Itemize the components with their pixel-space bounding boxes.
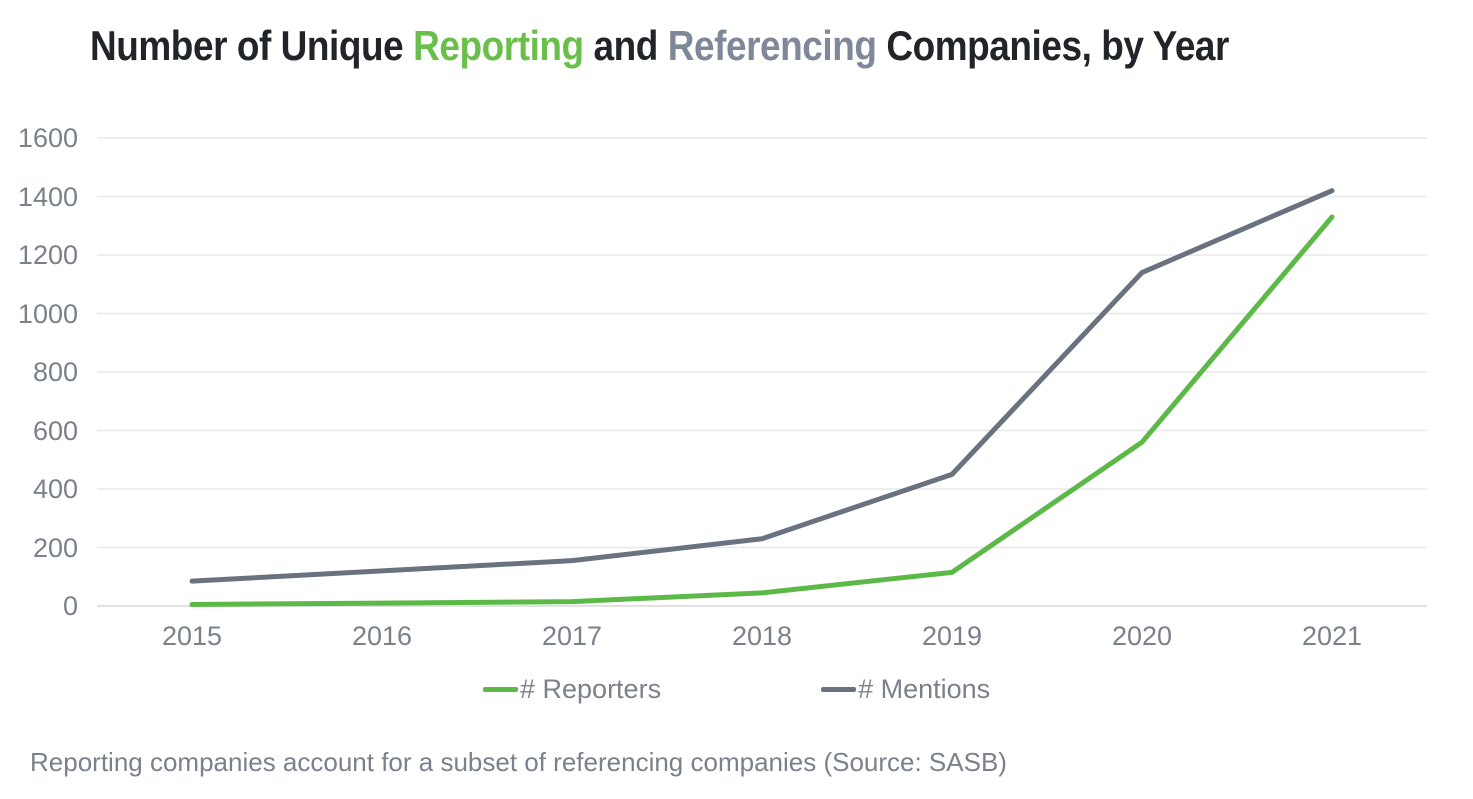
- series-line-mentions: [189, 188, 1335, 584]
- legend-label-mentions: # Mentions: [858, 674, 991, 704]
- x-tick-label: 2021: [1301, 621, 1363, 651]
- x-tick-label: 2016: [351, 621, 413, 651]
- x-tick-label: 2019: [921, 621, 983, 651]
- legend-item-mentions: # Mentions: [821, 674, 990, 705]
- legend: # Reporters # Mentions: [483, 674, 990, 705]
- y-tick-label: 1600: [17, 123, 78, 153]
- y-tick-label: 800: [32, 357, 78, 387]
- y-tick-label: 400: [32, 474, 78, 504]
- title-segment-3: Companies, by Year: [876, 22, 1229, 69]
- footnote: Reporting companies account for a subset…: [30, 747, 1007, 777]
- legend-item-reporters: # Reporters: [483, 674, 661, 705]
- x-tick-label: 2018: [731, 621, 793, 651]
- title-segment-1: Number of Unique: [90, 22, 414, 69]
- x-tick-label: 2020: [1111, 621, 1173, 651]
- x-tick-label: 2017: [541, 621, 603, 651]
- y-tick-label: 1200: [17, 240, 78, 270]
- y-tick-label: 200: [32, 532, 78, 563]
- reporters-line-swatch-icon: [483, 687, 518, 692]
- y-tick-label: 600: [32, 415, 78, 446]
- title-segment-referencing: Referencing: [667, 22, 877, 69]
- title-segment-2: and: [583, 22, 668, 69]
- y-tick-label: 1400: [17, 181, 78, 212]
- x-tick-label: 2015: [161, 621, 223, 651]
- y-tick-label: 0: [62, 591, 78, 621]
- title-segment-reporting: Reporting: [413, 22, 584, 69]
- series-line-reporters: [189, 214, 1335, 608]
- y-tick-label: 1000: [17, 298, 78, 329]
- legend-label-reporters: # Reporters: [520, 674, 662, 704]
- mentions-line-swatch-icon: [821, 687, 857, 692]
- chart-title: Number of Unique Reporting and Referenci…: [90, 22, 1229, 70]
